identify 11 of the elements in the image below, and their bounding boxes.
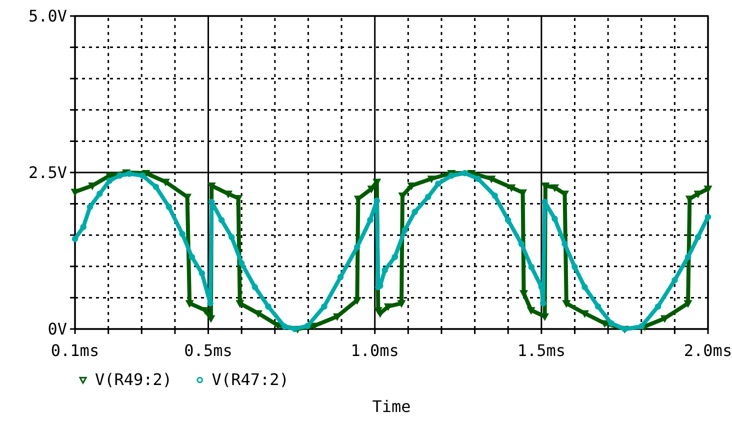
x-tick-label: 0.1ms [50, 341, 100, 360]
y-tick-label: 2.5V [28, 163, 68, 182]
legend-label: V(R47:2) [212, 370, 289, 389]
x-tick-label: 1.5ms [517, 341, 566, 360]
legend-label: V(R49:2) [95, 370, 172, 389]
y-tick-label: 0V [48, 320, 68, 339]
x-tick-label: 2.0ms [684, 341, 732, 360]
x-axis-title: Time [372, 397, 411, 416]
x-tick-label: 1.0ms [350, 341, 399, 360]
x-tick-label: 0.5ms [184, 341, 232, 360]
y-tick-label: 5.0V [28, 6, 68, 26]
